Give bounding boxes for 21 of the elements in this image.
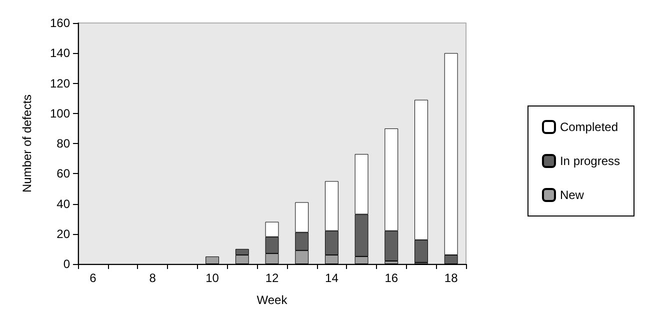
x-tick-label: 6 (90, 271, 97, 285)
x-tick-label: 14 (325, 271, 339, 285)
legend-label: New (560, 188, 584, 202)
y-tick-label: 80 (56, 136, 70, 150)
x-tick-label: 16 (384, 271, 398, 285)
legend-label: In progress (560, 154, 620, 168)
y-tick-label: 120 (50, 76, 70, 90)
x-tick-label: 8 (149, 271, 156, 285)
y-tick-label: 40 (56, 196, 70, 211)
y-tick-label: 140 (50, 46, 70, 60)
x-tick-label: 10 (206, 271, 220, 285)
y-tick-label: 60 (56, 166, 70, 181)
legend-label: Completed (560, 120, 618, 134)
x-tick-label: 18 (444, 271, 458, 285)
y-tick-label: 160 (50, 16, 70, 30)
y-tick-label: 0 (63, 257, 70, 271)
x-axis-title: Week (256, 293, 288, 307)
x-tick-label: 12 (265, 271, 279, 285)
y-tick-label: 100 (50, 106, 70, 120)
y-axis-title: Number of defects (20, 94, 34, 193)
y-tick-label: 20 (56, 226, 70, 241)
